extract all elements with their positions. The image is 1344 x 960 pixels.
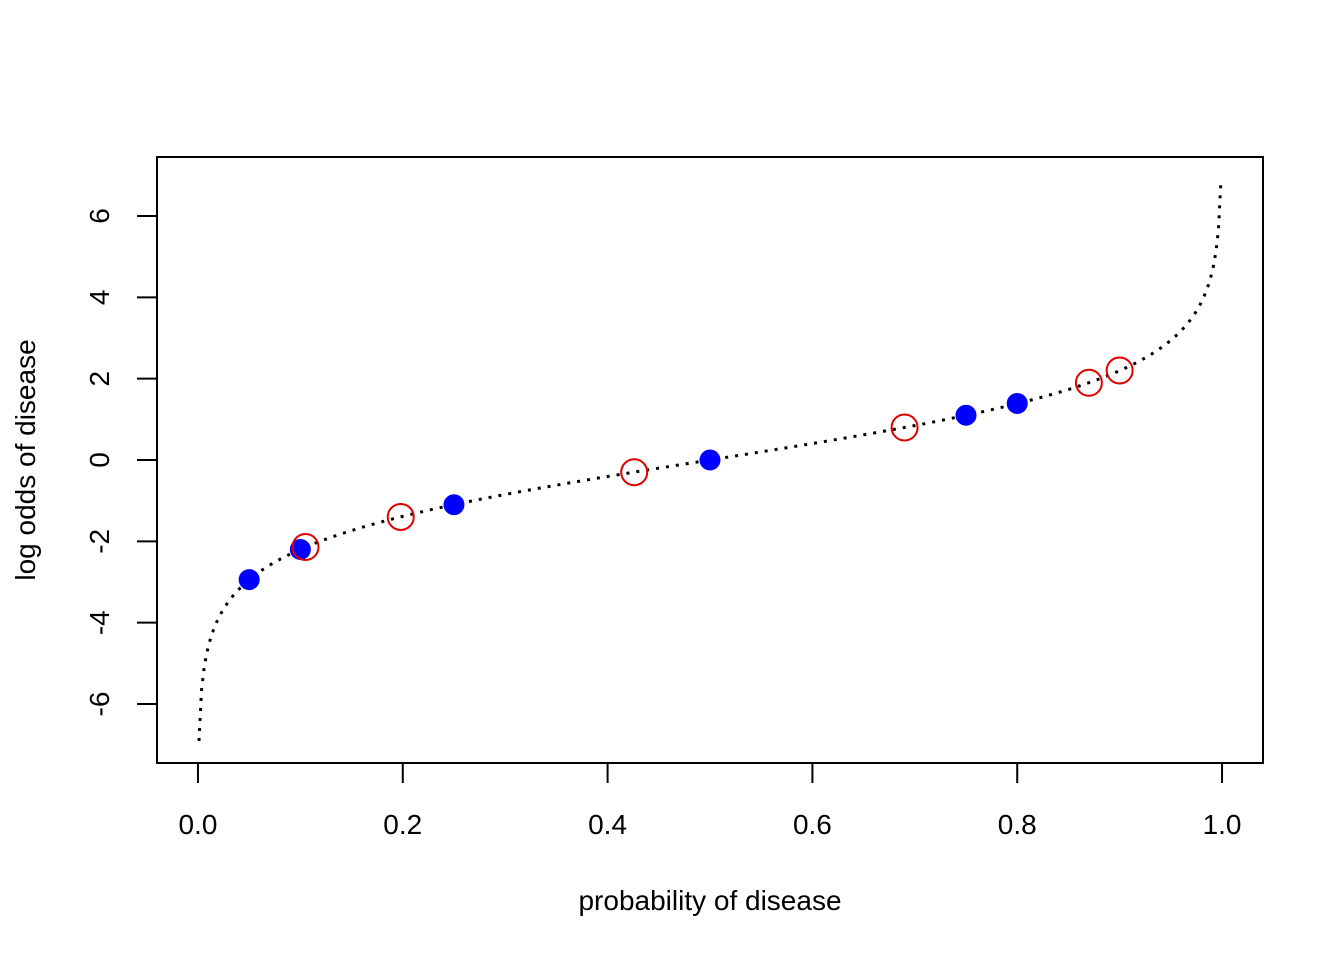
x-tick-label: 0.2 [383, 809, 422, 840]
x-axis: 0.0 0.2 0.4 0.6 0.8 1.0 [178, 762, 1242, 840]
y-tick-label: -6 [84, 692, 115, 717]
logit-curve [197, 179, 1223, 741]
filled-point [238, 569, 260, 591]
open-point [890, 413, 919, 442]
y-tick-label: 4 [84, 290, 115, 306]
open-point [1105, 356, 1134, 385]
y-axis-title: log odds of disease [10, 339, 41, 580]
open-point [386, 502, 415, 531]
x-tick-label: 0.6 [793, 809, 832, 840]
open-point [620, 458, 649, 487]
x-tick-label: 0.0 [178, 809, 217, 840]
y-tick-label: 2 [84, 371, 115, 387]
filled-point [1006, 392, 1028, 414]
x-tick-label: 1.0 [1203, 809, 1242, 840]
x-tick-label: 0.8 [998, 809, 1037, 840]
filled-point [699, 449, 721, 471]
x-tick-label: 0.4 [588, 809, 627, 840]
y-tick-label: 0 [84, 452, 115, 468]
y-tick-label: -4 [84, 610, 115, 635]
y-tick-label: 6 [84, 208, 115, 224]
filled-point [443, 494, 465, 516]
open-point [291, 533, 320, 562]
x-axis-title: probability of disease [578, 885, 841, 916]
y-tick-label: -2 [84, 529, 115, 554]
filled-point [955, 404, 977, 426]
data-points [238, 356, 1134, 591]
open-point [1074, 368, 1103, 397]
y-axis: -6 -4 -2 0 2 4 6 [84, 208, 158, 717]
